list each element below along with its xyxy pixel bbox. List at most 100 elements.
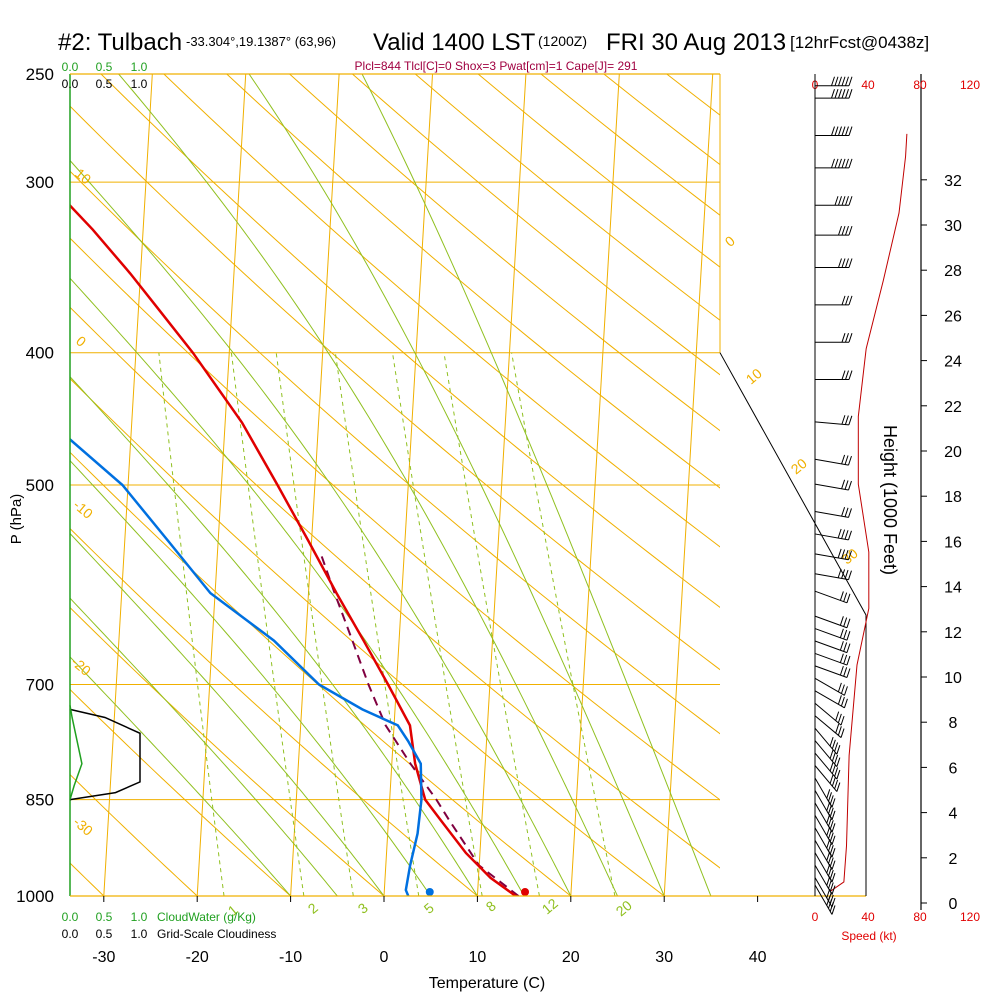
dry-adiabat-line [70,306,720,869]
wind-barb-flag [831,76,835,86]
moist-adiabat-line [70,459,432,896]
isotherm-line [663,74,714,896]
height-tick-label: 14 [944,580,962,597]
wind-barb [814,590,851,604]
speed-bottom-tick: 0 [812,910,819,924]
wind-barb-flag [838,258,842,268]
wind-barb-staff [814,752,838,780]
wind-barb [814,727,841,755]
x-tick-label: 40 [749,949,767,966]
dry-adiabat-line [226,74,720,489]
cloudiness-label: Grid-Scale Cloudiness [157,927,276,941]
wind-barb-flag [844,480,849,490]
wind-barb-staff [814,573,849,581]
x-axis-title: Temperature (C) [429,975,545,992]
wind-barb-flag [848,126,853,136]
wind-barb-flag [848,258,853,268]
wind-barb-flag [831,872,836,883]
isotherm-line [103,74,153,896]
wind-barb [815,333,853,343]
wind-barb-flag [831,739,836,749]
wind-barb-flag [845,295,849,306]
wind-barb-staff [814,665,848,678]
wind-barb-flag [829,774,834,784]
station-title: #2: Tulbach [58,29,182,56]
wind-barb [814,628,851,641]
wind-barb-staff [814,884,833,915]
wind-barb-flag [841,454,846,465]
surface-temp-marker [521,888,530,896]
wind-barb-flag [831,860,836,870]
wind-barb-flag [831,810,836,821]
wind-barb-flag [839,591,844,601]
wind-barb-flag [837,682,842,693]
wind-barb-flag [834,126,839,136]
wind-barb-staff [814,740,838,767]
isotherm-value-label: 20 [788,455,810,477]
wind-barb-flag [836,782,841,792]
mixing-ratio-value-label: 20 [613,897,635,919]
wind-barb [814,640,851,654]
wind-barb [815,196,853,206]
wind-barb-flag [839,628,844,638]
cloudwater-label: CloudWater (g/Kg) [157,910,256,924]
dry-adiabat-line [730,74,1000,896]
wind-barb-flag [840,696,845,707]
wind-barb-flag [841,479,846,489]
wind-barb-flag [841,507,846,517]
height-tick-label: 22 [944,399,962,416]
pressure-tick-label: 400 [26,344,54,363]
wind-barb-flag [846,668,851,678]
wind-barb-flag [837,726,842,736]
wind-barb-flag [844,415,849,425]
wind-barb-staff [814,815,833,845]
wind-barb-flag [846,593,851,603]
dry-adiabat-line [0,74,10,896]
wind-barb-flag [841,76,846,86]
wind-barb-flag [843,617,848,627]
wind-barb-flag [846,655,851,666]
wind-barb-flag [848,225,853,236]
wind-barb-flag [845,196,849,206]
wind-barb-flag [848,333,853,343]
wind-barb-flag [843,642,848,652]
isotherm-line [476,74,527,896]
wind-barb-flag [844,455,849,465]
wind-barb [815,258,853,268]
cloudiness-top-tick: 1.0 [131,77,148,91]
height-tick-label: 8 [949,715,958,732]
wind-barb-flag [845,333,849,343]
wind-barb-flag [845,158,849,169]
isotherm-value-label: 0 [722,232,738,249]
wind-barb-staff [814,702,842,726]
moist-adiabat-line [118,74,618,896]
wind-barb-flag [831,764,836,774]
wind-barb-flag [841,225,846,236]
wind-barb-flag [841,569,846,579]
mixing-ratio-value-label: 12 [539,895,561,917]
wind-barb-flag [834,76,839,86]
wind-barb-staff [814,827,833,858]
wind-barb-flag [838,89,842,99]
wind-barb-flag [843,698,848,708]
wind-barb-staff [814,802,833,833]
valid-zulu: (1200Z) [538,33,587,49]
height-tick-label: 24 [944,354,962,371]
speed-bottom-tick: 120 [960,910,980,924]
cloudwater-top-tick: 1.0 [131,60,148,74]
wind-barb-flag [846,631,851,641]
wind-barb-flag [841,126,846,136]
cloudiness-bottom-tick: 0.0 [62,927,79,941]
cloudiness-top-tick: 0.5 [96,77,113,91]
x-tick-label: 10 [469,949,487,966]
wind-barb-staff [814,864,833,895]
pressure-tick-label: 250 [26,65,54,84]
isotherm-line [383,74,434,896]
pressure-tick-label: 700 [26,676,54,695]
wind-barb-flag [841,196,846,206]
wind-barb-staff [814,790,833,821]
wind-barb-flag [834,754,839,765]
height-tick-label: 20 [944,444,962,461]
speed-bottom-tick: 80 [913,910,927,924]
wind-barb-flag [841,158,846,169]
